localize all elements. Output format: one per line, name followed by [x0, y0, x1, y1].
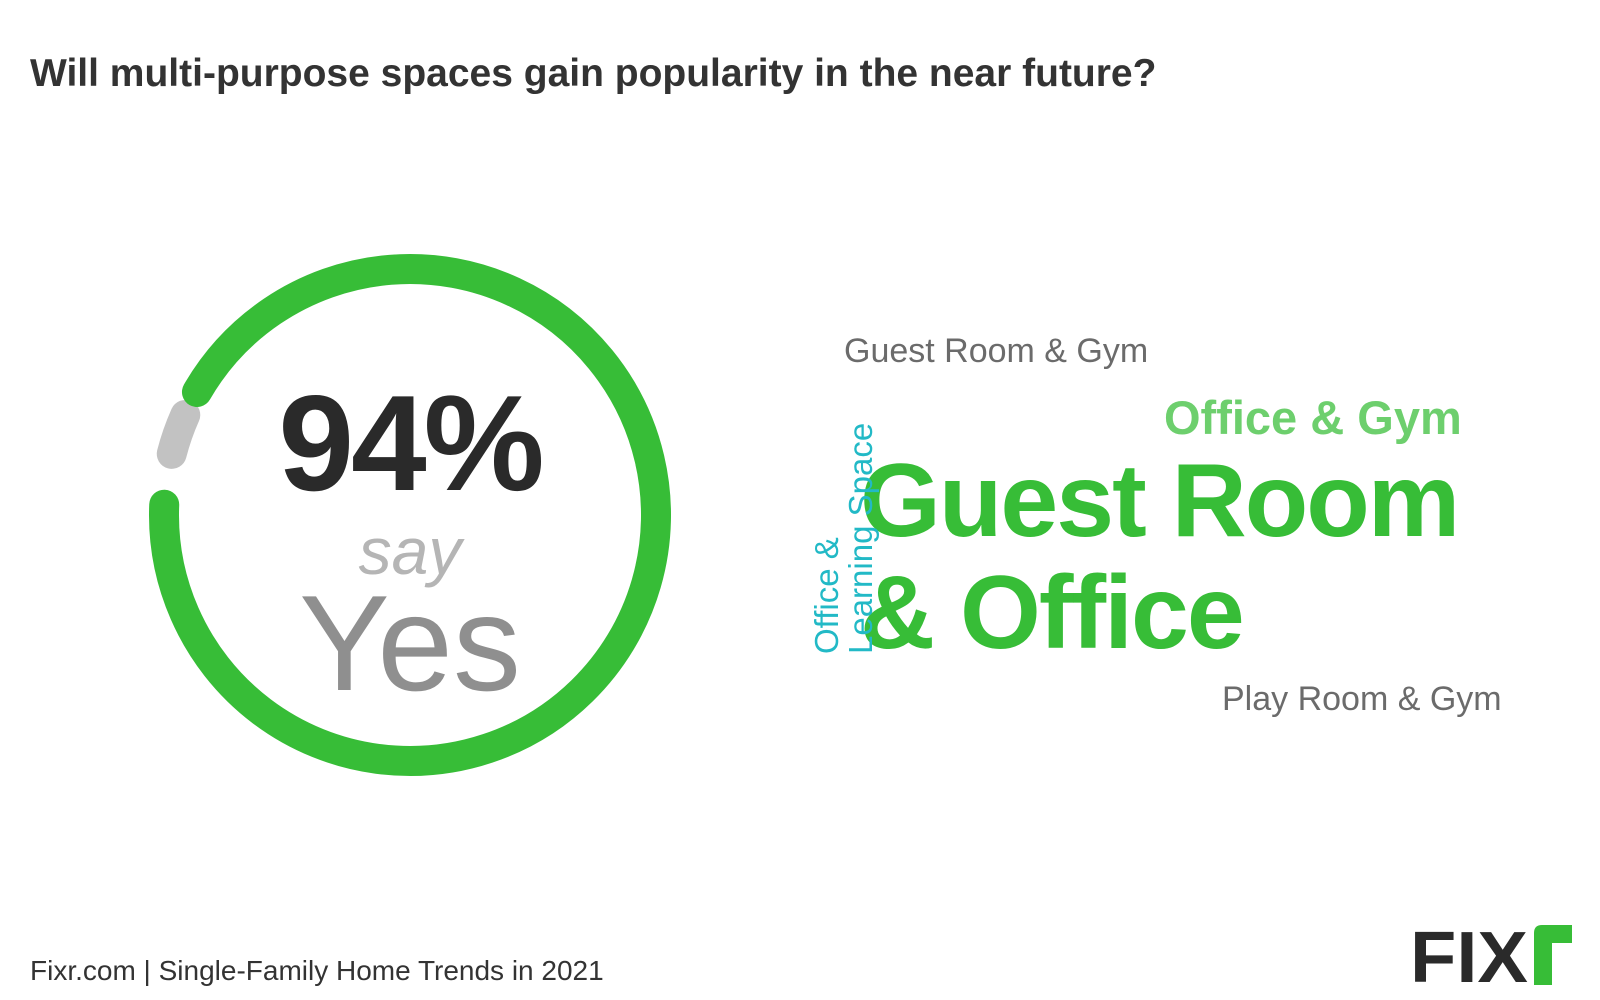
word-guest-room-office-line2: & Office: [860, 555, 1245, 671]
word-play-room-gym: Play Room & Gym: [1222, 680, 1502, 718]
word-office-gym: Office & Gym: [1164, 391, 1462, 444]
donut-gauge: 94% say Yes: [100, 225, 720, 845]
gauge-track-arc: [156, 399, 201, 469]
chart-title: Will multi-purpose spaces gain popularit…: [30, 52, 1157, 95]
word-guest-room-office-line1: Guest Room: [860, 443, 1460, 559]
word-office-learning-line1: Office &: [808, 537, 845, 654]
say-label: say: [358, 514, 462, 588]
logo-wordmark: FIX: [1410, 925, 1528, 985]
logo-r-shape: [1534, 925, 1572, 985]
word-office-learning-space: Office & Learning Space: [808, 422, 879, 654]
percent-value: 94%: [278, 367, 544, 519]
gauge-ring: [149, 254, 671, 776]
word-office-learning-line2: Learning Space: [842, 422, 879, 654]
fixr-logo: FIX: [1410, 925, 1572, 985]
word-guest-room-gym: Guest Room & Gym: [844, 332, 1149, 370]
yes-label: Yes: [299, 567, 521, 719]
gauge-fill-arc: [149, 254, 671, 776]
footer-source: Fixr.com | Single-Family Home Trends in …: [30, 955, 604, 986]
